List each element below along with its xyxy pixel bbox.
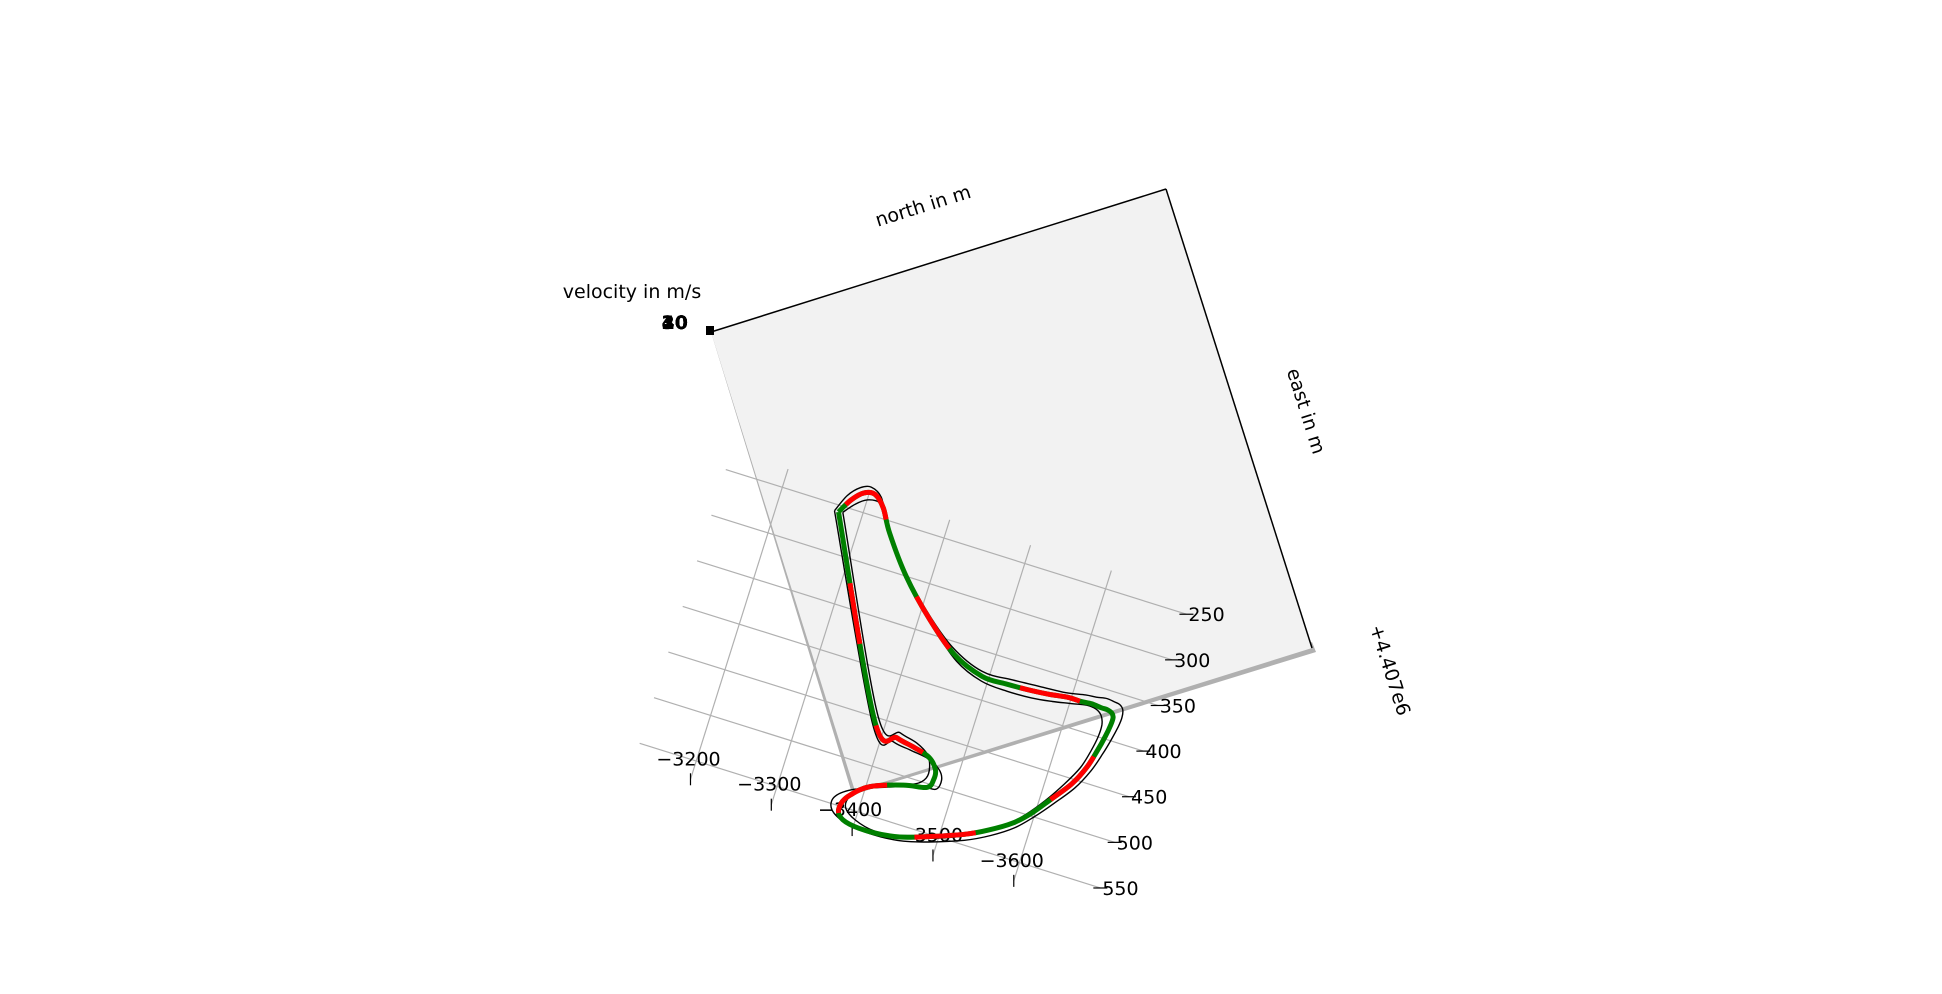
- north-axis-line: [710, 188, 1167, 333]
- north-tick-label: −3400: [818, 799, 882, 821]
- gridline-east-6: [639, 742, 1101, 889]
- outer-boundary-line: [830, 485, 1124, 843]
- velocity-tick-label: 30: [662, 312, 688, 334]
- velocity-tick-label: 0: [675, 312, 688, 334]
- velocity-tick-label: 20: [662, 312, 688, 334]
- north-axis-label: north in m: [873, 181, 974, 232]
- gridline-east-3: [682, 605, 1144, 752]
- north-tick-label: −3600: [980, 850, 1044, 872]
- gridline-east-5: [653, 697, 1115, 843]
- velocity-axis-marker: [706, 326, 714, 335]
- velocity-tick-label: 10: [662, 312, 688, 334]
- east-tick-label: 550: [1102, 878, 1138, 900]
- east-tick-label: 450: [1131, 787, 1167, 809]
- gridline-east-1: [711, 514, 1173, 661]
- east-tick-label: 300: [1174, 650, 1210, 672]
- east-tick-label: 400: [1145, 741, 1181, 763]
- east-axis-offset-text: +4.407e6: [1365, 622, 1414, 718]
- gridline-east-4: [668, 651, 1130, 798]
- gridline-east-2: [696, 560, 1158, 707]
- gridlines: [639, 468, 1187, 889]
- east-axis-label: east in m: [1282, 366, 1330, 457]
- east-tick-label: 500: [1117, 832, 1153, 854]
- racing-line-braking-segment: [836, 489, 1116, 840]
- xy-pane: [711, 189, 1312, 791]
- east-axis-ticks: 250 300 350 400 450 500 550: [1093, 604, 1225, 900]
- north-tick-label: −3200: [656, 748, 720, 770]
- gridline-east-0: [725, 468, 1187, 615]
- east-axis-line: [1165, 188, 1313, 649]
- velocity-tick-label: 40: [662, 312, 688, 334]
- track-lines: [830, 485, 1124, 843]
- east-tick-label: 350: [1160, 695, 1196, 717]
- east-tick-label: 250: [1188, 604, 1224, 626]
- velocity-axis-label: velocity in m/s: [563, 281, 701, 303]
- north-tick-label: −3300: [737, 774, 801, 796]
